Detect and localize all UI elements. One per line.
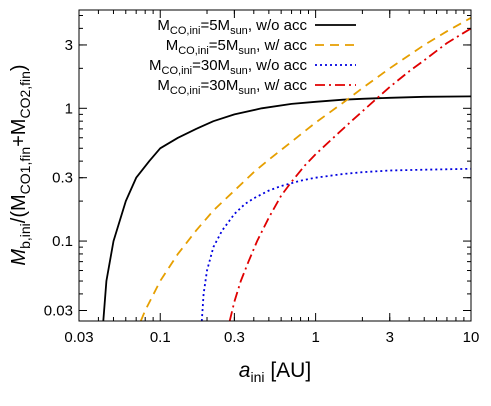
legend-label-part: sun <box>238 45 256 57</box>
legend-label-part: sun <box>230 25 248 37</box>
x-tick-label: 1 <box>311 329 319 346</box>
x-axis-label-unit: [AU] <box>265 359 312 382</box>
x-axis-label: aini [AU] <box>239 359 311 385</box>
y-tick-label: 0.3 <box>52 170 73 187</box>
y-tick-label: 0.1 <box>52 233 73 250</box>
x-tick-label: 3 <box>386 329 394 346</box>
series-line-4 <box>228 27 471 321</box>
series-line-1 <box>102 95 471 321</box>
x-tick-label: 0.3 <box>224 329 245 346</box>
legend-label-part: M <box>157 77 170 94</box>
y-tick-label: 3 <box>65 37 73 54</box>
legend-label-part: , w/ acc <box>256 37 307 54</box>
legend-label-part: sun <box>238 85 256 97</box>
legend-label-part: , w/ acc <box>256 77 307 94</box>
legend-label-part: sun <box>230 65 248 77</box>
legend-label-part: =30M <box>200 77 238 94</box>
legend-label-part: CO,ini <box>178 45 209 57</box>
legend-label-part: =5M <box>200 17 230 34</box>
y-axis-label-sub: b,ini <box>17 223 33 249</box>
legend-label-2: MCO,ini=5Msun, w/ acc <box>166 37 308 57</box>
legend-label-part: M <box>149 57 162 74</box>
axis-ticks: 0.03 0.1 0.3 1 3 10 0.03 0.1 0.3 1 3 <box>44 10 480 346</box>
y-axis-label-sub3: CO2,fin <box>17 71 33 118</box>
y-axis-label-close: ) <box>8 64 30 71</box>
legend-label-part: =5M <box>209 37 239 54</box>
x-tick-label: 0.1 <box>150 329 171 346</box>
legend-label-part: CO,ini <box>162 65 193 77</box>
series-line-2 <box>139 17 471 321</box>
x-axis-label-sub: ini <box>250 369 264 385</box>
legend-label-part: , w/o acc <box>248 57 308 74</box>
x-tick-label: 10 <box>463 329 480 346</box>
x-axis-label-main: a <box>239 359 251 382</box>
series-line-3 <box>200 167 471 321</box>
legend-label-4: MCO,ini=30Msun, w/ acc <box>157 77 307 97</box>
y-axis-label: Mb,ini/(MCO1,fin+MCO2,fin) <box>8 64 33 265</box>
series-layer <box>102 17 471 321</box>
y-axis-label-sub2: CO1,fin <box>17 147 33 194</box>
legend-label-part: =30M <box>192 57 230 74</box>
legend-label-part: M <box>166 37 179 54</box>
x-tick-label: 0.03 <box>64 329 93 346</box>
y-tick-label: 1 <box>65 100 73 117</box>
legend-label-part: CO,ini <box>170 85 201 97</box>
legend-label-part: CO,ini <box>170 25 201 37</box>
plot-frame <box>78 9 472 322</box>
y-tick-label: 0.03 <box>44 302 73 319</box>
legend-label-3: MCO,ini=30Msun, w/o acc <box>149 57 307 77</box>
legend-label-part: , w/o acc <box>248 17 308 34</box>
legend-label-1: MCO,ini=5Msun, w/o acc <box>157 17 307 37</box>
legend-label-part: M <box>157 17 170 34</box>
y-axis-label-main: M <box>8 249 30 266</box>
y-axis-label-plus: +M <box>8 119 30 147</box>
y-axis-label-mid: /(M <box>8 194 30 223</box>
